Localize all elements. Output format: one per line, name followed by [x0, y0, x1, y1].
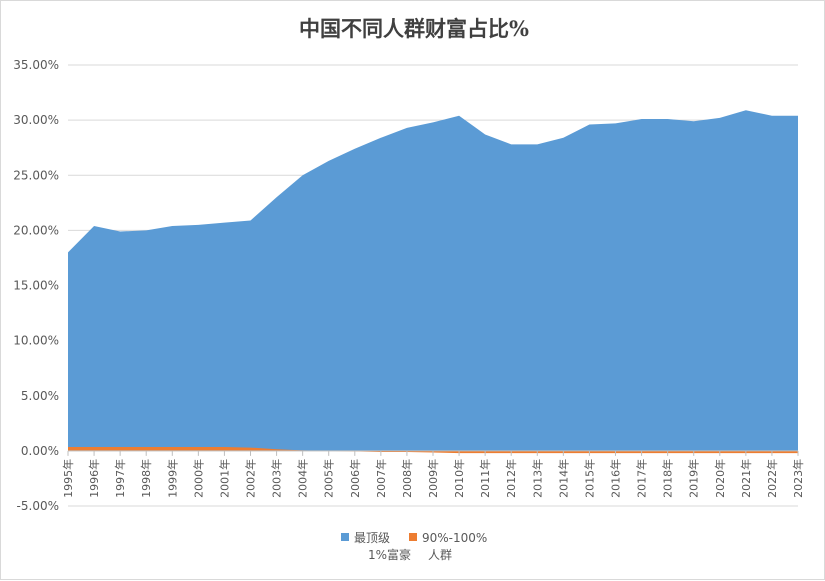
x-tick-label: 2013年 [530, 459, 544, 498]
y-tick-label: 0.00% [21, 444, 59, 458]
x-tick-label: 2000年 [191, 459, 205, 498]
legend-label-0-line-0: 最顶级 [354, 531, 390, 545]
series-area-0 [68, 110, 798, 451]
x-tick-label: 2012年 [504, 459, 518, 498]
x-tick-label: 1996年 [87, 459, 101, 498]
x-tick-label: 2018年 [661, 459, 675, 498]
y-tick-label: 35.00% [13, 58, 59, 72]
y-tick-label: 5.00% [21, 389, 59, 403]
x-tick-label: 2010年 [452, 459, 466, 498]
x-tick-label: 2023年 [791, 459, 805, 498]
x-axis-ticks: 1995年 1996年 1997年 1998年 1999年 2000年 2001年 2002年… [61, 450, 805, 498]
x-tick-label: 2007年 [374, 459, 388, 498]
x-tick-label: 2021年 [739, 459, 753, 498]
y-tick-label: 10.00% [13, 334, 59, 348]
x-tick-label: 2004年 [296, 459, 310, 498]
x-tick-label: 2014年 [556, 459, 570, 498]
x-tick-label: 2002年 [244, 459, 258, 498]
y-tick-label: 20.00% [13, 223, 59, 237]
x-tick-label: 2008年 [400, 459, 414, 498]
y-tick-label: 15.00% [13, 279, 59, 293]
y-tick-label: -5.00% [17, 499, 59, 513]
x-tick-label: 2001年 [217, 459, 231, 498]
legend-swatch-1 [409, 533, 417, 541]
x-tick-label: 2006年 [348, 459, 362, 498]
y-axis-ticks: 35.00% 30.00% 25.00% 20.00% 15.00% 10.00% 5.00… [13, 58, 59, 513]
x-tick-label: 2015年 [582, 459, 596, 498]
x-tick-label: 1995年 [61, 459, 75, 498]
x-tick-label: 2003年 [270, 459, 284, 498]
x-tick-label: 2016年 [609, 459, 623, 498]
x-tick-label: 2009年 [426, 459, 440, 498]
x-tick-label: 2005年 [322, 459, 336, 498]
x-tick-label: 2019年 [687, 459, 701, 498]
legend-swatch-0 [341, 533, 349, 541]
legend: 最顶级 1%富豪 90%-100% 人群 [341, 531, 487, 562]
legend-label-1-line-0: 90%-100% [422, 531, 487, 545]
x-tick-label: 2017年 [635, 459, 649, 498]
x-tick-label: 1997年 [113, 459, 127, 498]
chart-title: 中国不同人群财富占比% [299, 16, 529, 41]
x-tick-label: 2020年 [713, 459, 727, 498]
x-tick-label: 1998年 [139, 459, 153, 498]
y-tick-label: 30.00% [13, 113, 59, 127]
x-tick-label: 1999年 [165, 459, 179, 498]
plot-areas [68, 110, 798, 454]
legend-label-0-line-1: 1%富豪 [368, 547, 411, 562]
legend-label-1-line-1: 人群 [428, 548, 452, 562]
x-tick-label: 2011年 [478, 459, 492, 498]
y-tick-label: 25.00% [13, 168, 59, 182]
x-tick-label: 2022年 [765, 459, 779, 498]
